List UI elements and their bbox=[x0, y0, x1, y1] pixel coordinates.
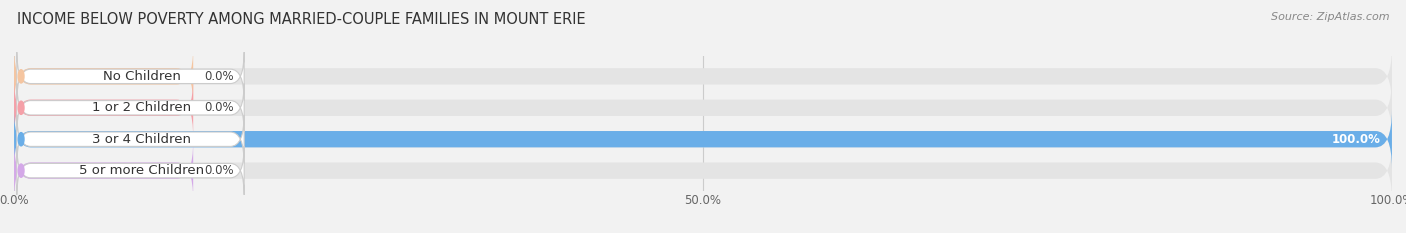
Text: No Children: No Children bbox=[103, 70, 180, 83]
FancyBboxPatch shape bbox=[14, 141, 193, 200]
FancyBboxPatch shape bbox=[17, 84, 245, 132]
Text: 5 or more Children: 5 or more Children bbox=[79, 164, 204, 177]
Text: INCOME BELOW POVERTY AMONG MARRIED-COUPLE FAMILIES IN MOUNT ERIE: INCOME BELOW POVERTY AMONG MARRIED-COUPL… bbox=[17, 12, 585, 27]
FancyBboxPatch shape bbox=[14, 141, 1392, 200]
Text: 0.0%: 0.0% bbox=[204, 70, 233, 83]
Text: 100.0%: 100.0% bbox=[1331, 133, 1381, 146]
Circle shape bbox=[18, 133, 24, 146]
Circle shape bbox=[18, 101, 24, 114]
FancyBboxPatch shape bbox=[14, 110, 1392, 169]
FancyBboxPatch shape bbox=[17, 52, 245, 101]
FancyBboxPatch shape bbox=[17, 146, 245, 195]
FancyBboxPatch shape bbox=[14, 47, 1392, 106]
Text: 0.0%: 0.0% bbox=[204, 164, 233, 177]
FancyBboxPatch shape bbox=[14, 47, 193, 106]
Circle shape bbox=[18, 70, 24, 83]
Circle shape bbox=[18, 164, 24, 177]
Text: 3 or 4 Children: 3 or 4 Children bbox=[91, 133, 191, 146]
FancyBboxPatch shape bbox=[14, 78, 1392, 137]
FancyBboxPatch shape bbox=[14, 110, 1392, 169]
FancyBboxPatch shape bbox=[14, 78, 193, 137]
Text: Source: ZipAtlas.com: Source: ZipAtlas.com bbox=[1271, 12, 1389, 22]
Text: 1 or 2 Children: 1 or 2 Children bbox=[91, 101, 191, 114]
FancyBboxPatch shape bbox=[17, 115, 245, 163]
Text: 0.0%: 0.0% bbox=[204, 101, 233, 114]
